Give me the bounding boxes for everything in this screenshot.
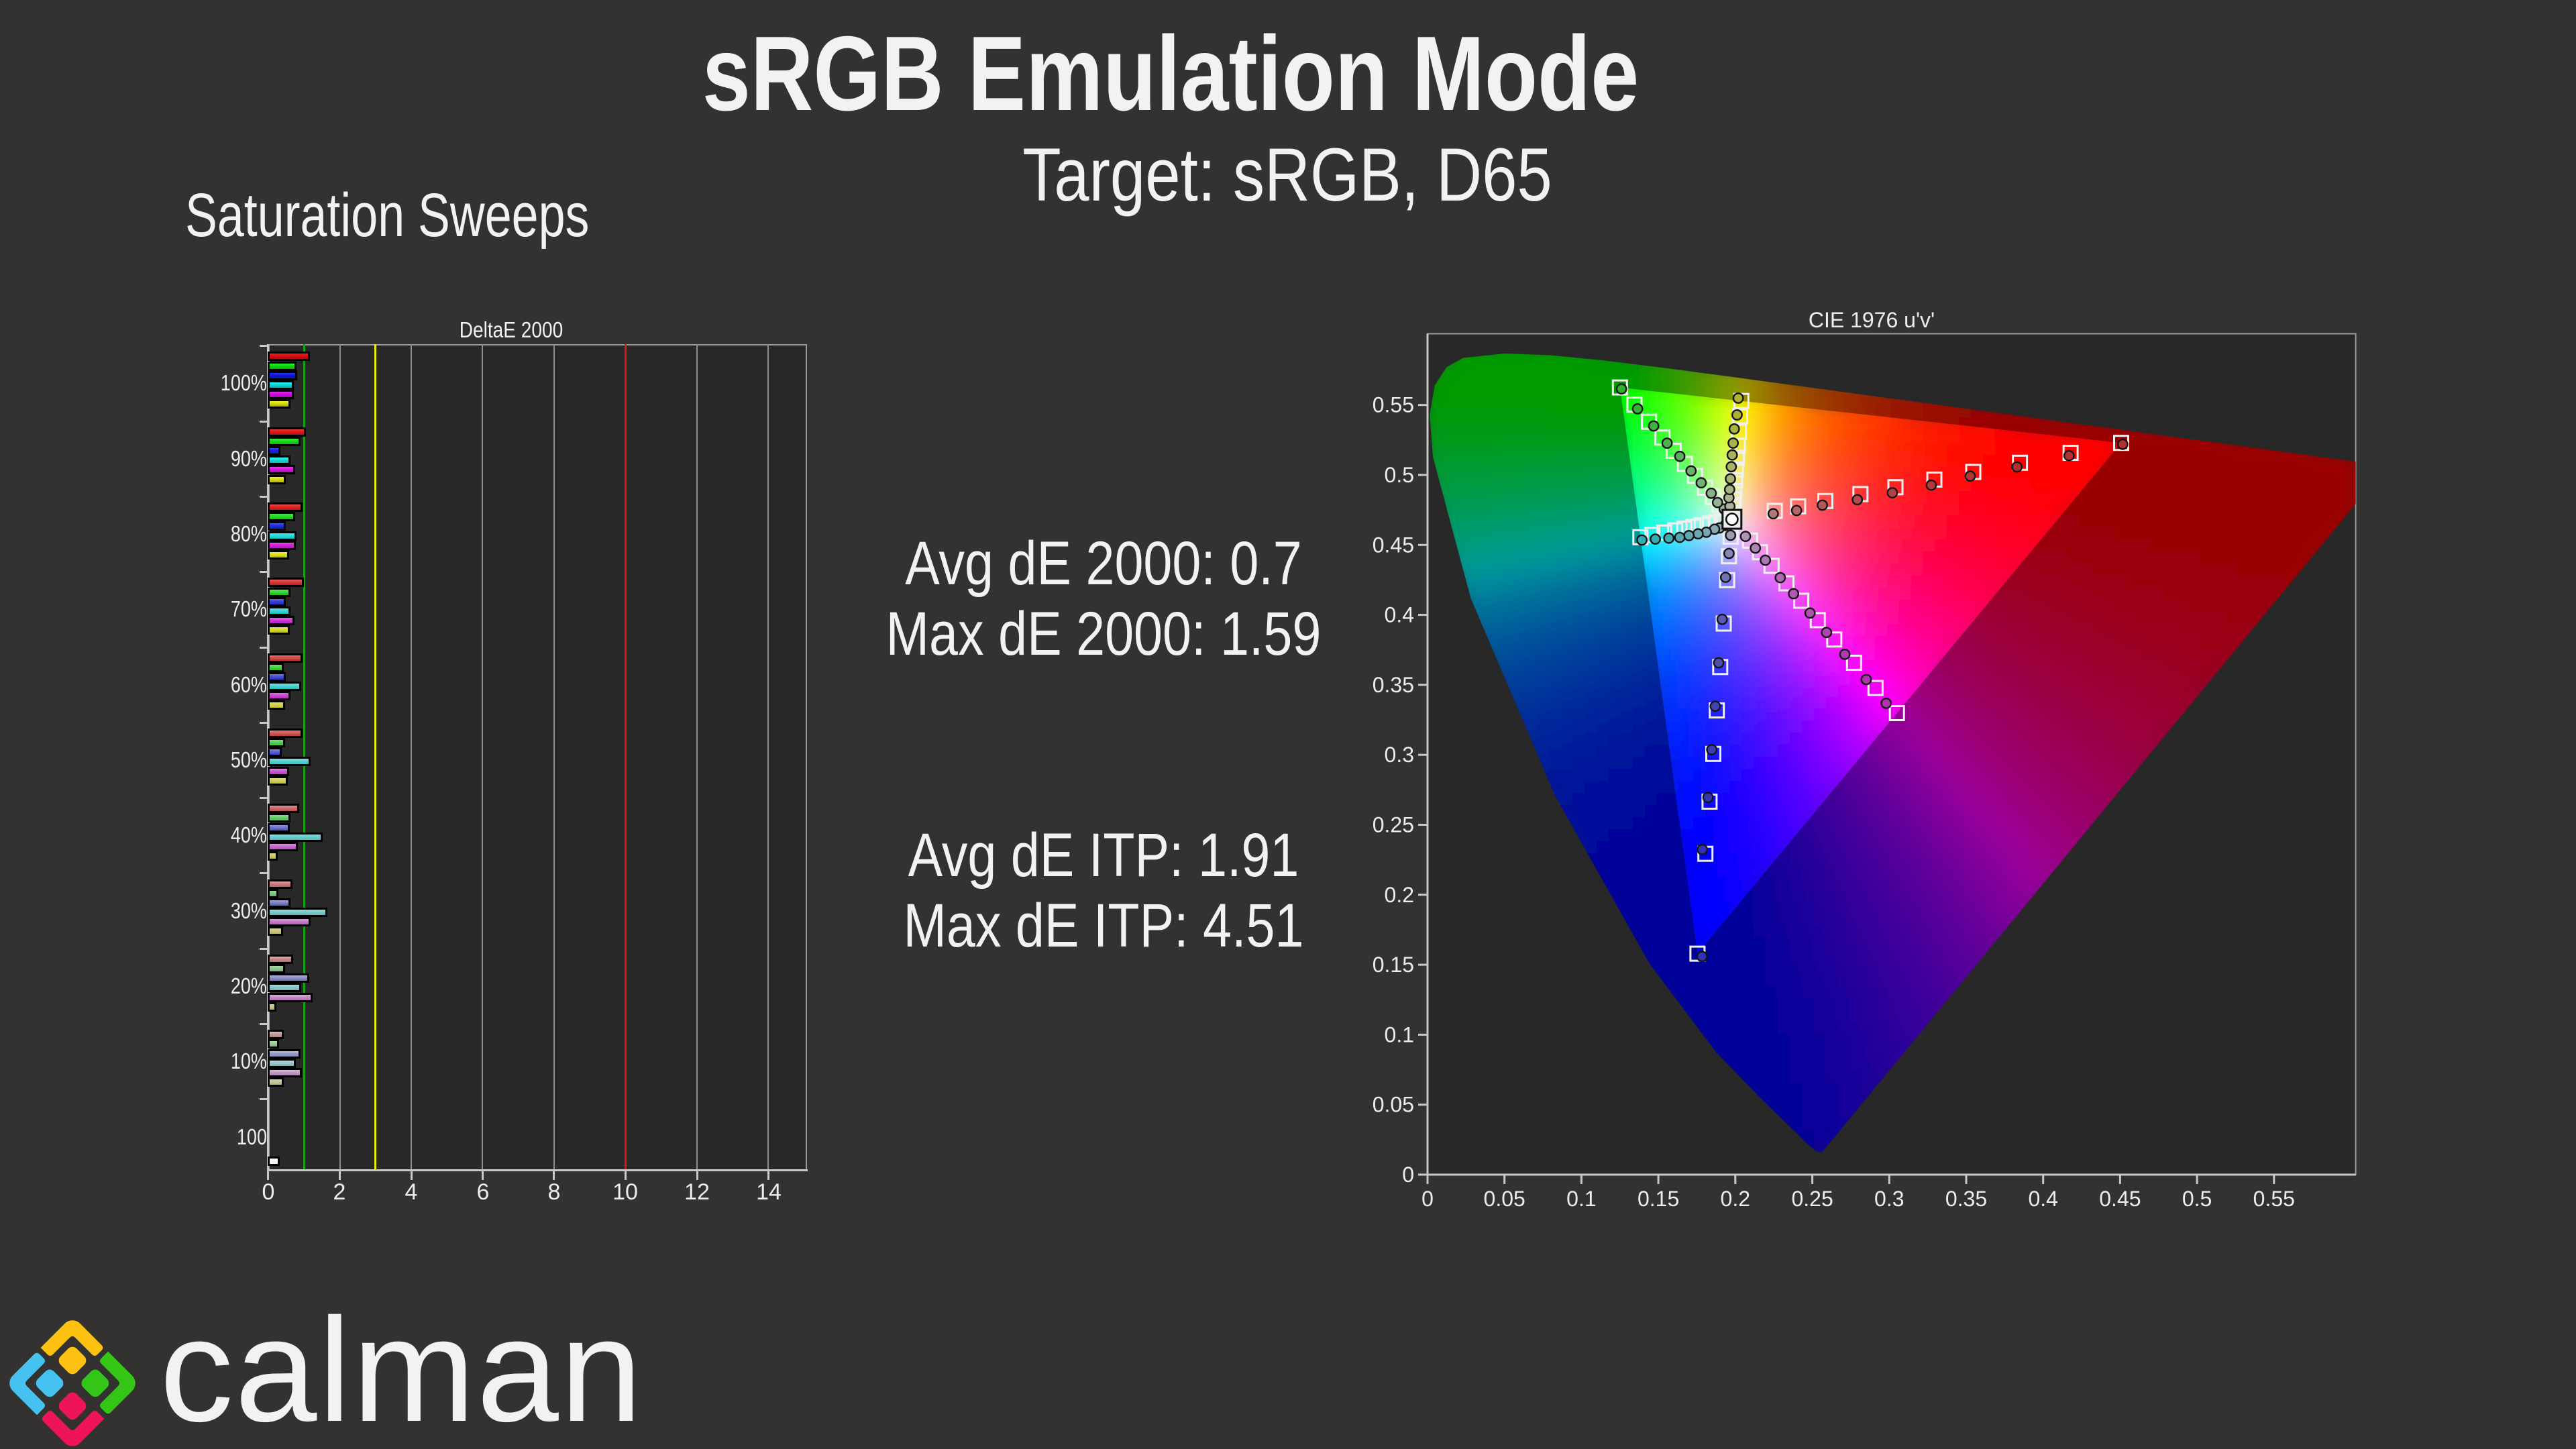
svg-text:0.1: 0.1 [1385,1022,1414,1046]
svg-text:0.55: 0.55 [2253,1187,2295,1211]
svg-text:0.5: 0.5 [2182,1187,2212,1211]
svg-text:0.3: 0.3 [1385,743,1414,767]
svg-text:0.3: 0.3 [1874,1187,1904,1211]
svg-text:0.35: 0.35 [1373,673,1414,697]
svg-text:0.05: 0.05 [1484,1187,1525,1211]
svg-text:CIE 1976 u'v': CIE 1976 u'v' [1809,308,1935,332]
svg-text:0.55: 0.55 [1373,393,1414,417]
svg-text:0.2: 0.2 [1385,883,1414,907]
svg-text:0.25: 0.25 [1373,813,1414,837]
svg-text:0.35: 0.35 [1945,1187,1987,1211]
svg-text:0.25: 0.25 [1791,1187,1833,1211]
svg-text:0.1: 0.1 [1566,1187,1596,1211]
svg-text:0.5: 0.5 [1385,463,1414,487]
svg-text:0.15: 0.15 [1638,1187,1679,1211]
svg-text:0.15: 0.15 [1373,953,1414,977]
svg-text:0.2: 0.2 [1721,1187,1750,1211]
svg-text:0.4: 0.4 [2028,1187,2057,1211]
svg-text:0.45: 0.45 [2099,1187,2141,1211]
svg-text:0: 0 [1421,1187,1434,1211]
svg-text:0.45: 0.45 [1373,533,1414,557]
svg-text:0: 0 [1402,1163,1414,1187]
svg-text:0.4: 0.4 [1385,603,1414,627]
svg-text:0.05: 0.05 [1373,1093,1414,1117]
